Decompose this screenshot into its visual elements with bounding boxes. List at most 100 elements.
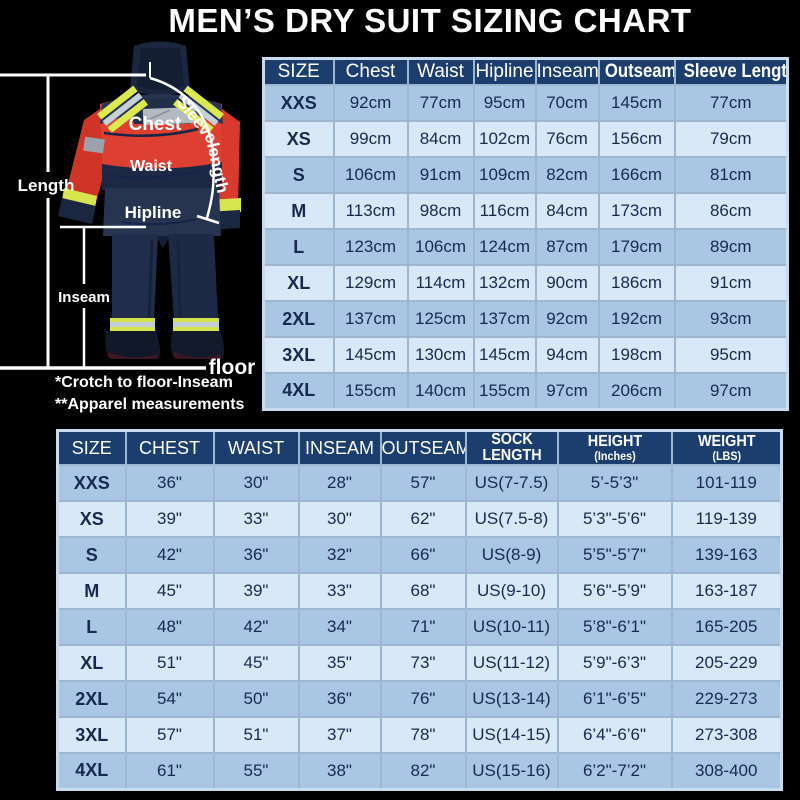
inch-cell: 55" [212, 752, 300, 790]
cm-cell: 173cm [597, 192, 676, 230]
inch-cell: 42" [212, 608, 300, 646]
inch-cell: 82" [379, 752, 467, 790]
cm-cell: 91cm [673, 264, 789, 302]
inch-col-outseam: OUTSEAM [379, 429, 467, 466]
inch-cell: 36" [297, 680, 382, 718]
weight-label: WEIGHT [697, 432, 756, 450]
inch-cell: US(7-7.5) [464, 464, 559, 502]
cm-row-xl: XL 129cm 114cm 132cm 90cm 186cm 91cm [262, 264, 789, 302]
footnotes: *Crotch to floor-Inseam **Apparel measur… [55, 372, 244, 416]
cm-col-chest: Chest [332, 57, 409, 86]
inch-cell: 5’6"-5’9" [556, 572, 673, 610]
inch-cell: XS [56, 500, 127, 538]
cm-cell: 137cm [472, 300, 537, 338]
cm-cell: 116cm [472, 192, 537, 230]
cm-cell: M [262, 192, 335, 230]
inch-row-m: M 45" 39" 33" 68" US(9-10) 5’6"-5’9" 163… [56, 572, 783, 610]
inch-cell: 32" [297, 536, 382, 574]
inch-cell: 42" [124, 536, 215, 574]
inch-cell: US(9-10) [464, 572, 559, 610]
cm-cell: 113cm [332, 192, 409, 230]
inch-cell: 73" [379, 644, 467, 682]
cm-cell: 192cm [597, 300, 676, 338]
cm-cell: 155cm [332, 372, 409, 410]
cm-cell: 109cm [472, 156, 537, 194]
inch-row-4xl: 4XL 61" 55" 38" 82" US(15-16) 6’2"-7’2" … [56, 752, 783, 790]
page-title: MEN’S DRY SUIT SIZING CHART [168, 2, 692, 39]
cm-row-3xl: 3XL 145cm 130cm 145cm 94cm 198cm 95cm [262, 336, 789, 374]
cm-cell: 76cm [534, 120, 600, 158]
inch-cell: 39" [212, 572, 300, 610]
inch-cell: 39" [124, 500, 215, 538]
cm-cell: L [262, 228, 335, 266]
cm-cell: XL [262, 264, 335, 302]
cm-cell: 186cm [597, 264, 676, 302]
cm-cell: 129cm [332, 264, 409, 302]
cm-cell: 156cm [597, 120, 676, 158]
cm-sizing-table: SIZE Chest Waist Hipline Inseam Outseam … [262, 57, 789, 411]
inch-cell: L [56, 608, 127, 646]
cm-row-s: S 106cm 91cm 109cm 82cm 166cm 81cm [262, 156, 789, 194]
cm-cell: 92cm [534, 300, 600, 338]
cm-col-inseam: Inseam [534, 57, 600, 86]
inch-cell: 5’3"-5’6" [556, 500, 673, 538]
inch-cell: 76" [379, 680, 467, 718]
inch-row-xl: XL 51" 45" 35" 73" US(11-12) 5’9"-6’3" 2… [56, 644, 783, 682]
cm-col-hipline: Hipline [472, 57, 537, 86]
inch-cell: 45" [124, 572, 215, 610]
inch-cell: 6’4"-6’6" [556, 716, 673, 754]
cm-cell: 95cm [673, 336, 789, 374]
inch-col-chest: CHEST [124, 429, 215, 466]
cm-cell: 179cm [597, 228, 676, 266]
inch-cell: 36" [124, 464, 215, 502]
waist-label: Waist [130, 158, 173, 175]
inch-cell: 308-400 [670, 752, 783, 790]
cm-cell: 77cm [406, 84, 475, 122]
inch-cell: XXS [56, 464, 127, 502]
cm-cell: 166cm [597, 156, 676, 194]
inch-sizing-table: SIZE CHEST WAIST INSEAM OUTSEAM SOCK LEN… [56, 429, 783, 791]
inch-cell: US(14-15) [464, 716, 559, 754]
inch-cell: 3XL [56, 716, 127, 754]
inch-cell: US(8-9) [464, 536, 559, 574]
cm-cell: 145cm [472, 336, 537, 374]
cm-cell: 140cm [406, 372, 475, 410]
inch-row-s: S 42" 36" 32" 66" US(8-9) 5’5"-5’7" 139-… [56, 536, 783, 574]
cm-cell: 98cm [406, 192, 475, 230]
inch-cell: 50" [212, 680, 300, 718]
inch-cell: 30" [297, 500, 382, 538]
cm-cell: 145cm [332, 336, 409, 374]
inch-cell: 66" [379, 536, 467, 574]
inch-col-size: SIZE [56, 429, 127, 466]
inch-cell: 119-139 [670, 500, 783, 538]
inch-cell: 5’9"-6’3" [556, 644, 673, 682]
footnote-inseam: *Crotch to floor-Inseam [55, 374, 233, 391]
inch-cell: S [56, 536, 127, 574]
cm-row-m: M 113cm 98cm 116cm 84cm 173cm 86cm [262, 192, 789, 230]
hipline-label: Hipline [125, 203, 182, 222]
cm-cell: 70cm [534, 84, 600, 122]
cm-col-waist: Waist [406, 57, 475, 86]
cm-cell: 87cm [534, 228, 600, 266]
inch-cell: 68" [379, 572, 467, 610]
cm-col-sleeve-label: Sleeve Length [683, 61, 788, 82]
inch-cell: 229-273 [670, 680, 783, 718]
inch-cell: 62" [379, 500, 467, 538]
cm-cell: XXS [262, 84, 335, 122]
inch-cell: 78" [379, 716, 467, 754]
cm-cell: 97cm [534, 372, 600, 410]
cm-cell: 82cm [534, 156, 600, 194]
cm-cell: 91cm [406, 156, 475, 194]
inch-cell: 5’-5’3" [556, 464, 673, 502]
inch-cell: 33" [212, 500, 300, 538]
inch-col-sock-length: SOCK LENGTH [464, 429, 559, 466]
inch-cell: 30" [212, 464, 300, 502]
dry-suit-photo: Length Chest Waist Hipline Sleeve length… [0, 41, 255, 379]
cm-cell: 90cm [534, 264, 600, 302]
cm-cell: 125cm [406, 300, 475, 338]
inch-cell: 57" [124, 716, 215, 754]
inch-cell: 38" [297, 752, 382, 790]
cm-cell: 4XL [262, 372, 335, 410]
inch-cell: 45" [212, 644, 300, 682]
inseam-label: Inseam [58, 289, 110, 306]
